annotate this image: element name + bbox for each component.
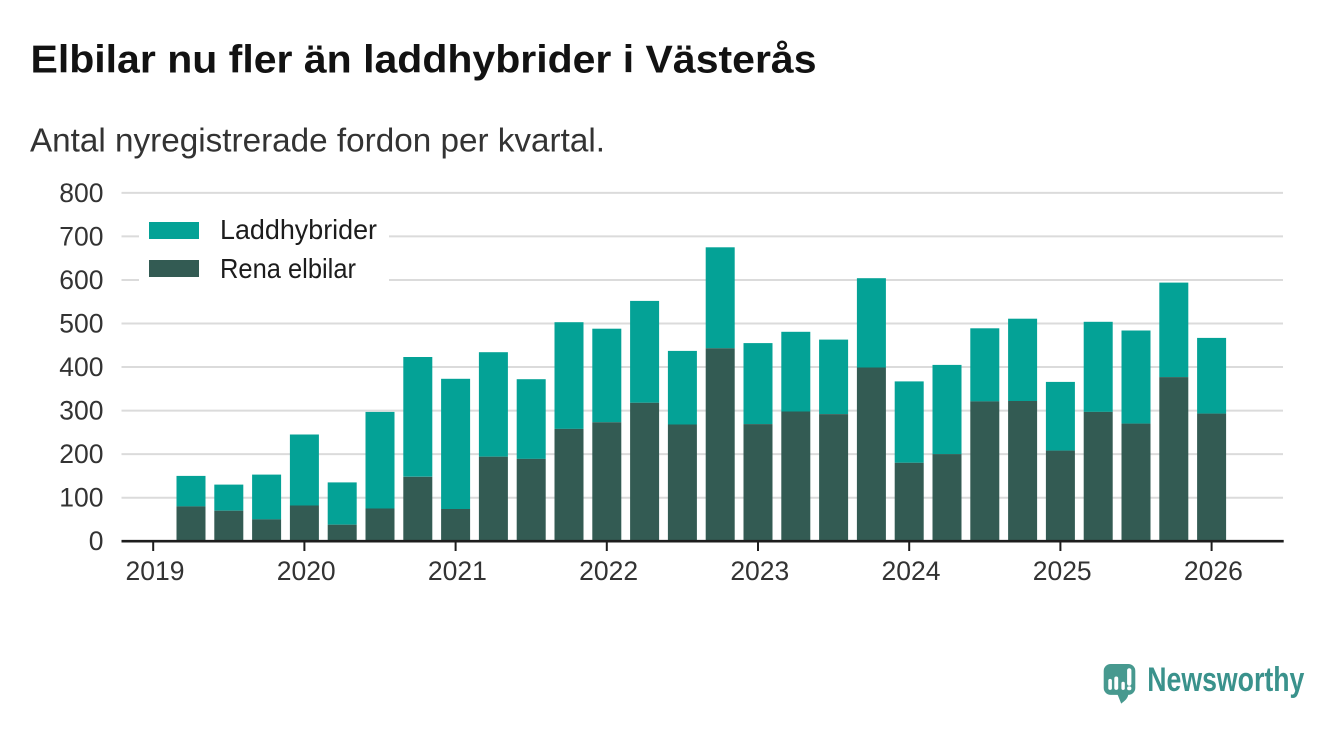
svg-text:Antal nyregistrerade fordon pe: Antal nyregistrerade fordon per kvartal. bbox=[30, 122, 605, 159]
svg-text:200: 200 bbox=[59, 439, 103, 469]
svg-text:700: 700 bbox=[59, 221, 103, 251]
svg-text:800: 800 bbox=[59, 178, 103, 208]
svg-text:400: 400 bbox=[59, 352, 103, 382]
svg-text:2025: 2025 bbox=[1033, 556, 1092, 586]
svg-text:Elbilar nu fler än laddhybride: Elbilar nu fler än laddhybrider i Väster… bbox=[31, 39, 817, 82]
svg-text:2023: 2023 bbox=[730, 556, 789, 586]
svg-text:2021: 2021 bbox=[428, 556, 487, 586]
svg-text:100: 100 bbox=[59, 483, 103, 513]
svg-text:500: 500 bbox=[59, 309, 103, 339]
svg-text:300: 300 bbox=[59, 396, 103, 426]
svg-text:2024: 2024 bbox=[882, 556, 941, 586]
svg-text:2020: 2020 bbox=[277, 556, 336, 586]
svg-text:Laddhybrider: Laddhybrider bbox=[220, 214, 377, 245]
svg-text:2022: 2022 bbox=[579, 556, 638, 586]
svg-text:2026: 2026 bbox=[1184, 556, 1243, 586]
svg-text:600: 600 bbox=[59, 265, 103, 295]
svg-text:0: 0 bbox=[89, 526, 104, 556]
svg-text:Newsworthy: Newsworthy bbox=[1147, 661, 1304, 699]
svg-text:2019: 2019 bbox=[126, 556, 185, 586]
svg-text:Rena elbilar: Rena elbilar bbox=[220, 253, 356, 284]
